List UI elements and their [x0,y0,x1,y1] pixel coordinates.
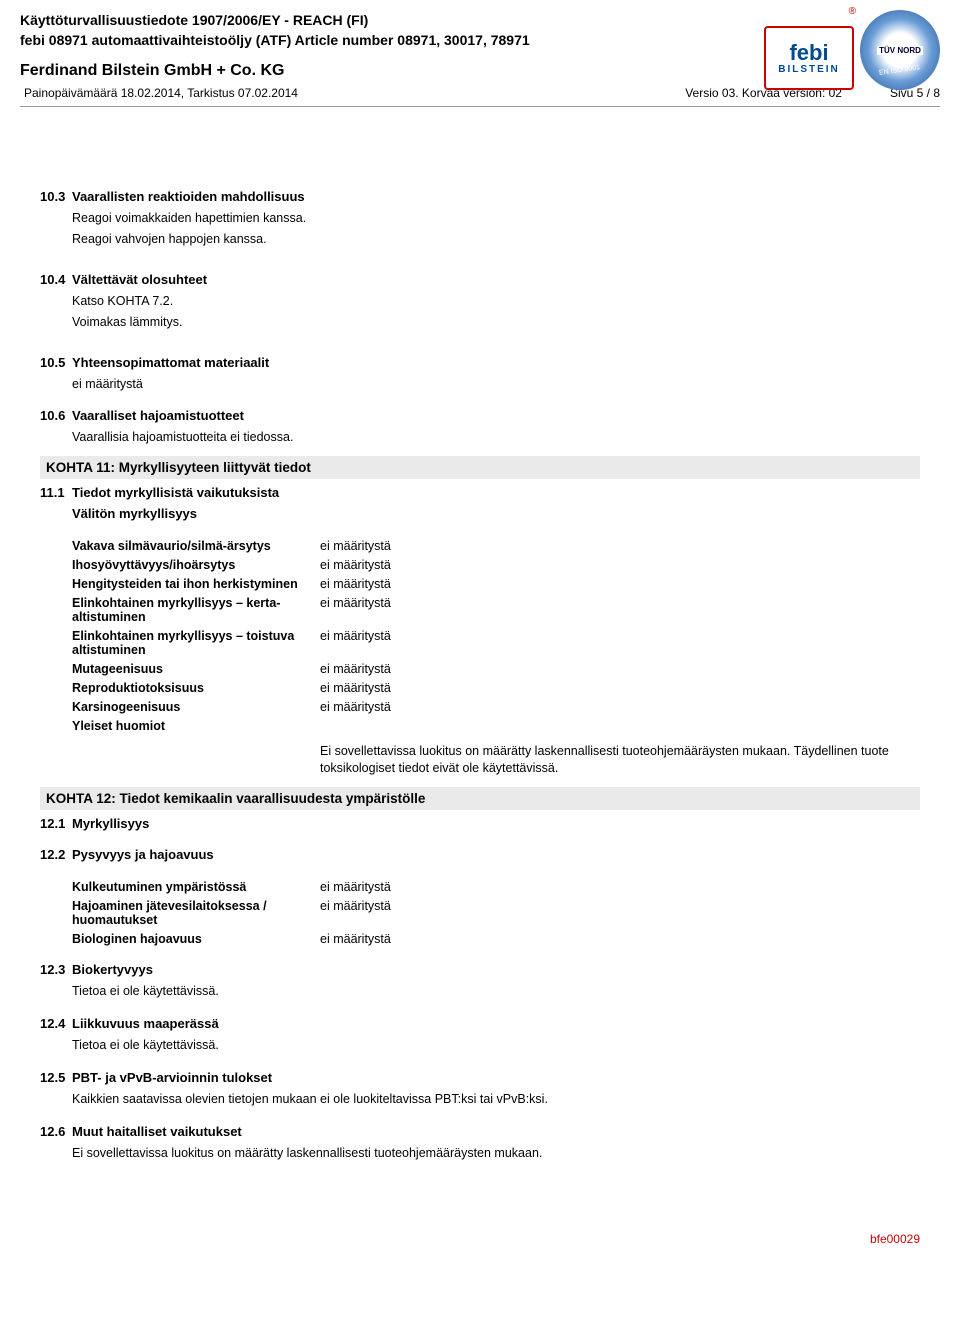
sds-page: ® febi BILSTEIN TÜV NORD EN ISO 9001 Käy… [20,10,940,1206]
tox-val: ei määritystä [320,596,920,624]
table-row: Yleiset huomiot [72,719,920,733]
tox-key: Karsinogeenisuus [72,700,320,714]
tuv-iso-label: EN ISO 9001 [879,64,921,77]
tox-val: ei määritystä [320,539,920,553]
section-12-5: 12.5 PBT- ja vPvB-arvioinnin tulokset [40,1070,920,1085]
section-title: Tiedot myrkyllisistä vaikutuksista [72,485,279,500]
kohta-11-bar: KOHTA 11: Myrkyllisyyteen liittyvät tied… [40,456,920,479]
registered-icon: ® [849,6,856,17]
section-body: Katso KOHTA 7.2. [72,293,920,310]
env-val: ei määritystä [320,899,920,927]
content: 10.3 Vaarallisten reaktioiden mahdollisu… [20,113,940,1206]
tuv-logo: TÜV NORD EN ISO 9001 [860,10,940,90]
section-12-1: 12.1 Myrkyllisyys [40,816,920,831]
env-key: Biologinen hajoavuus [72,932,320,946]
section-title: Myrkyllisyys [72,816,149,831]
tox-key: Elinkohtainen myrkyllisyys – kerta-altis… [72,596,320,624]
tox-note: Ei sovellettavissa luokitus on määrätty … [320,743,920,777]
section-num: 12.1 [40,816,72,831]
section-title: Pysyvyys ja hajoavuus [72,847,214,862]
section-title: Muut haitalliset vaikutukset [72,1124,242,1139]
tuv-label: TÜV NORD [877,46,923,55]
bilstein-logo-text: BILSTEIN [778,64,840,75]
env-key: Kulkeutuminen ympäristössä [72,880,320,894]
table-row: Vakava silmävaurio/silmä-ärsytysei määri… [72,539,920,553]
tox-val [320,719,920,733]
section-body: Ei sovellettavissa luokitus on määrätty … [72,1145,920,1162]
tox-key: Yleiset huomiot [72,719,320,733]
section-12-2: 12.2 Pysyvyys ja hajoavuus [40,847,920,862]
section-title: PBT- ja vPvB-arvioinnin tulokset [72,1070,272,1085]
section-10-4: 10.4 Vältettävät olosuhteet [40,272,920,287]
table-row: Elinkohtainen myrkyllisyys – kerta-altis… [72,596,920,624]
tox-val: ei määritystä [320,577,920,591]
table-row: Reproduktiotoksisuusei määritystä [72,681,920,695]
section-num: 10.6 [40,408,72,423]
section-num: 11.1 [40,485,72,500]
section-title: Liikkuvuus maaperässä [72,1016,219,1031]
section-10-3: 10.3 Vaarallisten reaktioiden mahdollisu… [40,189,920,204]
kohta-12-bar: KOHTA 12: Tiedot kemikaalin vaarallisuud… [40,787,920,810]
section-body: Voimakas lämmitys. [72,314,920,331]
section-title: Vaarallisten reaktioiden mahdollisuus [72,189,305,204]
tox-val: ei määritystä [320,700,920,714]
section-body: Tietoa ei ole käytettävissä. [72,1037,920,1054]
env-table: Kulkeutuminen ympäristössäei määritystä … [72,880,920,946]
tox-key: Ihosyövyttävyys/ihoärsytys [72,558,320,572]
table-row: Mutageenisuusei määritystä [72,662,920,676]
section-body: Reagoi voimakkaiden hapettimien kanssa. [72,210,920,227]
table-row: Hengitysteiden tai ihon herkistyminenei … [72,577,920,591]
febi-logo: ® febi BILSTEIN [764,10,854,90]
logo-block: ® febi BILSTEIN TÜV NORD EN ISO 9001 [764,10,940,90]
section-12-3: 12.3 Biokertyvyys [40,962,920,977]
section-11-1: 11.1 Tiedot myrkyllisistä vaikutuksista [40,485,920,500]
subtitle: Välitön myrkyllisyys [72,506,920,521]
section-num: 12.6 [40,1124,72,1139]
section-title: Biokertyvyys [72,962,153,977]
section-10-5: 10.5 Yhteensopimattomat materiaalit [40,355,920,370]
section-body: Tietoa ei ole käytettävissä. [72,983,920,1000]
env-val: ei määritystä [320,932,920,946]
tox-table: Vakava silmävaurio/silmä-ärsytysei määri… [72,539,920,733]
section-num: 12.4 [40,1016,72,1031]
tox-val: ei määritystä [320,629,920,657]
tox-key: Reproduktiotoksisuus [72,681,320,695]
tox-key: Hengitysteiden tai ihon herkistyminen [72,577,320,591]
footer-code: bfe00029 [870,1232,920,1246]
table-row: Hajoaminen jätevesilaitoksessa / huomaut… [72,899,920,927]
section-num: 10.3 [40,189,72,204]
febi-logo-box: febi BILSTEIN [764,26,854,90]
section-title: Vältettävät olosuhteet [72,272,207,287]
section-num: 12.5 [40,1070,72,1085]
tox-val: ei määritystä [320,558,920,572]
table-row: Biologinen hajoavuusei määritystä [72,932,920,946]
section-body: Kaikkien saatavissa olevien tietojen muk… [72,1091,920,1108]
section-12-4: 12.4 Liikkuvuus maaperässä [40,1016,920,1031]
page-header: ® febi BILSTEIN TÜV NORD EN ISO 9001 Käy… [20,10,940,113]
section-12-6: 12.6 Muut haitalliset vaikutukset [40,1124,920,1139]
section-num: 12.2 [40,847,72,862]
febi-logo-text: febi [789,42,828,64]
table-row: Elinkohtainen myrkyllisyys – toistuva al… [72,629,920,657]
section-title: Vaaralliset hajoamistuotteet [72,408,244,423]
section-num: 10.5 [40,355,72,370]
tox-key: Mutageenisuus [72,662,320,676]
table-row: Ihosyövyttävyys/ihoärsytysei määritystä [72,558,920,572]
section-body: Reagoi vahvojen happojen kanssa. [72,231,920,248]
tox-key: Vakava silmävaurio/silmä-ärsytys [72,539,320,553]
print-date: Painopäivämäärä 18.02.2014, Tarkistus 07… [24,86,298,100]
section-num: 12.3 [40,962,72,977]
env-key: Hajoaminen jätevesilaitoksessa / huomaut… [72,899,320,927]
section-num: 10.4 [40,272,72,287]
tox-val: ei määritystä [320,681,920,695]
section-body: Vaarallisia hajoamistuotteita ei tiedoss… [72,429,920,446]
tox-val: ei määritystä [320,662,920,676]
table-row: Kulkeutuminen ympäristössäei määritystä [72,880,920,894]
env-val: ei määritystä [320,880,920,894]
section-body: ei määritystä [72,376,920,393]
section-title: Yhteensopimattomat materiaalit [72,355,269,370]
tox-key: Elinkohtainen myrkyllisyys – toistuva al… [72,629,320,657]
section-10-6: 10.6 Vaaralliset hajoamistuotteet [40,408,920,423]
table-row: Karsinogeenisuusei määritystä [72,700,920,714]
